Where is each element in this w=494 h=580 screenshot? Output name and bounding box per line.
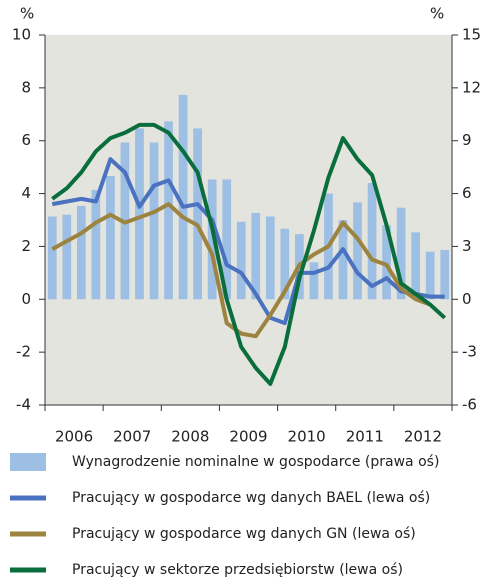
x-tick-label: 2009 bbox=[229, 428, 267, 446]
y-tick-label: 4 bbox=[21, 184, 31, 202]
bar bbox=[164, 121, 173, 300]
bar bbox=[47, 216, 57, 300]
bar bbox=[265, 216, 275, 300]
bar bbox=[396, 207, 406, 300]
line bbox=[51, 157, 445, 326]
bar bbox=[236, 221, 246, 300]
legend: Wynagrodzenie nominalne w gospodarce (pr… bbox=[10, 453, 439, 578]
bar bbox=[353, 202, 362, 300]
bar bbox=[411, 232, 421, 300]
y-tick-label: 0 bbox=[21, 290, 31, 308]
bar bbox=[207, 179, 217, 300]
bar bbox=[440, 249, 450, 300]
y2-tick-label: 3 bbox=[462, 237, 472, 255]
bar bbox=[149, 142, 159, 300]
bar bbox=[178, 94, 188, 300]
x-tick-label: 2011 bbox=[346, 428, 384, 446]
bar bbox=[251, 212, 261, 300]
y-tick-label: 10 bbox=[12, 26, 31, 44]
y2-tick-label: 15 bbox=[462, 26, 481, 44]
bar bbox=[367, 183, 377, 300]
bar bbox=[135, 128, 144, 300]
bar bbox=[106, 175, 115, 300]
y-unit-left: % bbox=[20, 5, 34, 23]
x-tick-label: 2007 bbox=[113, 428, 151, 446]
y2-tick-label: -3 bbox=[462, 343, 477, 361]
bar bbox=[280, 228, 290, 300]
bar bbox=[76, 205, 86, 300]
x-tick-label: 2006 bbox=[55, 428, 93, 446]
x-tick-label: 2008 bbox=[171, 428, 209, 446]
y-tick-label: 6 bbox=[21, 131, 31, 149]
x-tick-label: 2012 bbox=[404, 428, 442, 446]
bar bbox=[62, 214, 72, 300]
bar bbox=[338, 220, 348, 300]
y2-tick-label: 9 bbox=[462, 131, 472, 149]
legend-label: Wynagrodzenie nominalne w gospodarce (pr… bbox=[72, 454, 439, 470]
y2-tick-label: 12 bbox=[462, 78, 481, 96]
y-tick-label: -2 bbox=[16, 343, 31, 361]
y-unit-right: % bbox=[430, 5, 444, 23]
y2-tick-label: -6 bbox=[462, 396, 477, 414]
legend-label: Pracujący w gospodarce wg danych GN (lew… bbox=[72, 526, 416, 542]
bar bbox=[193, 128, 202, 300]
line bbox=[51, 202, 431, 339]
y-tick-label: -4 bbox=[16, 396, 31, 414]
legend-label: Pracujący w sektorze przedsiębiorstw (le… bbox=[72, 562, 403, 578]
bar bbox=[222, 179, 232, 300]
x-tick-label: 2010 bbox=[288, 428, 326, 446]
bar bbox=[91, 190, 101, 300]
bar bbox=[309, 262, 319, 300]
legend-label: Pracujący w gospodarce wg danych BAEL (l… bbox=[72, 490, 430, 506]
line bbox=[51, 122, 447, 386]
bar bbox=[425, 251, 435, 300]
y-tick-label: 8 bbox=[21, 78, 31, 96]
bar bbox=[382, 225, 391, 300]
y-tick-label: 2 bbox=[21, 237, 31, 255]
y2-tick-label: 0 bbox=[462, 290, 472, 308]
y2-tick-label: 6 bbox=[462, 184, 472, 202]
legend-swatch bbox=[10, 453, 46, 471]
